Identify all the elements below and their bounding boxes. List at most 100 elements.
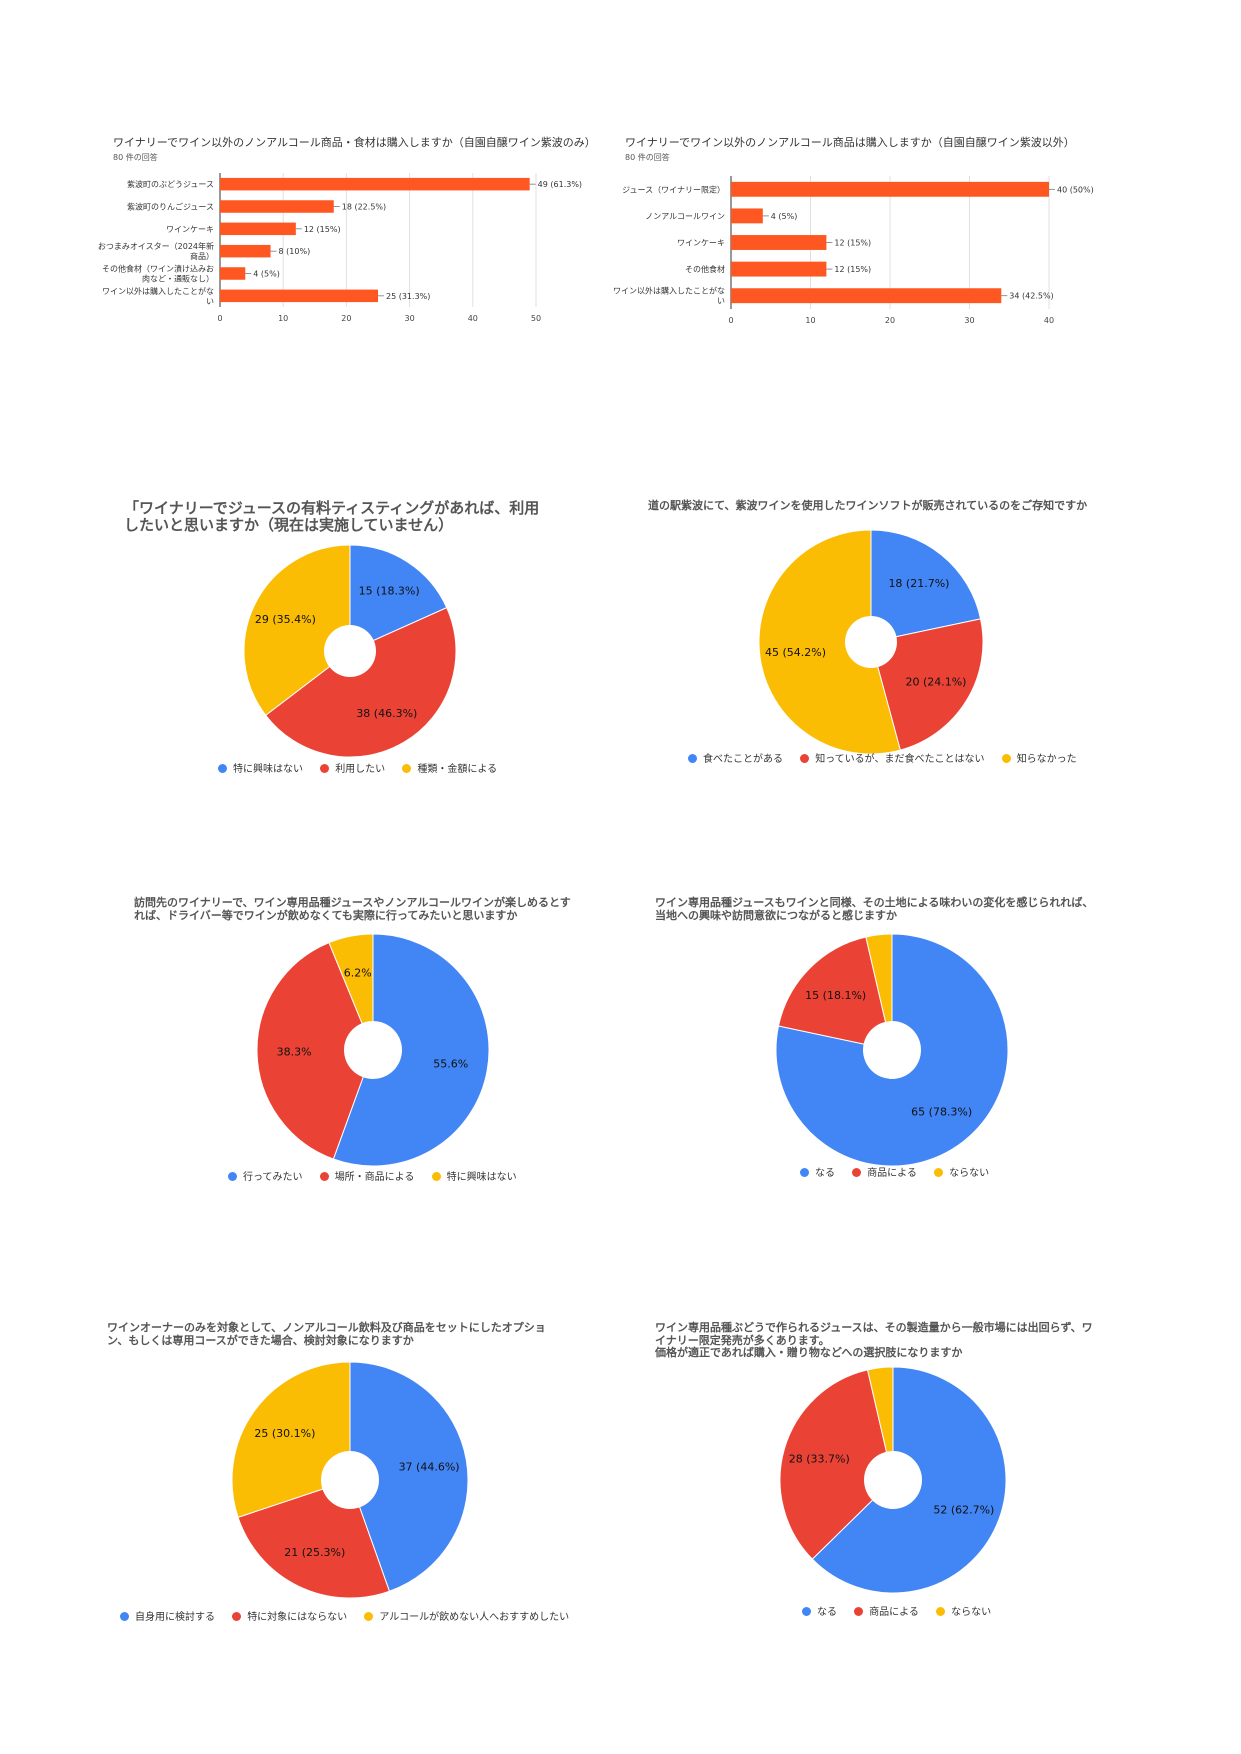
x-tick-label: 10: [278, 314, 288, 323]
pie-slice: [870, 529, 982, 643]
x-tick-label: 0: [728, 316, 733, 325]
slice-label: 29 (35.4%): [255, 613, 316, 626]
legend-item: 特に対象にはならない: [232, 1608, 347, 1623]
bar: [220, 222, 296, 236]
legend-item: なる: [800, 1164, 835, 1179]
slice-label: 45 (54.2%): [765, 646, 826, 659]
slice-label: 38 (46.3%): [356, 707, 417, 720]
pie-slice: [758, 529, 901, 755]
value-label: 8 (10%): [279, 247, 311, 256]
bar: [220, 267, 246, 280]
slice-label: 38.3%: [277, 1046, 312, 1059]
slice-label: 20 (24.1%): [905, 676, 966, 689]
value-label: 40 (50%): [1057, 185, 1094, 194]
pie5-legend: 自身用に検討する 特に対象にはならない アルコールが飲めない人へおすすめしたい: [120, 1608, 583, 1623]
x-tick-label: 20: [341, 314, 351, 323]
pie-4: 65 (78.3%) 15 (18.1%): [775, 933, 1009, 1167]
category-label: ワイン以外は購入したことがな: [613, 286, 725, 296]
pie4-legend: なる 商品による ならない: [800, 1164, 1003, 1179]
legend-item: 行ってみたい: [228, 1168, 303, 1183]
pie-slice: [264, 606, 457, 758]
legend-item: 知っているが、まだ食べたことはない: [800, 750, 985, 765]
value-label: 25 (31.3%): [386, 292, 430, 301]
category-label: 紫波町のりんごジュース: [127, 202, 214, 212]
pie4-title: ワイン専用品種ジュースもワインと同様、その土地による味わいの変化を感じられれば、…: [655, 896, 1094, 922]
value-label: 12 (15%): [834, 239, 871, 248]
pie2-legend: 食べたことがある 知っているが、まだ食べたことはない 知らなかった: [688, 750, 1091, 765]
legend-item: 特に興味はない: [218, 760, 303, 775]
pie5-title: ワインオーナーのみを対象として、ノンアルコール飲料及び商品をセットにしたオプショ…: [107, 1321, 546, 1347]
slice-label: 37 (44.6%): [399, 1460, 460, 1473]
pie6-legend: なる 商品による ならない: [802, 1603, 1005, 1618]
pie-slice: [777, 936, 893, 1051]
bar: [731, 208, 763, 224]
donut-hole: [344, 1021, 402, 1079]
bar2-subtitle: 80 件の回答: [625, 153, 670, 162]
slice-label: 52 (62.7%): [933, 1504, 994, 1517]
pie-slice: [349, 1361, 469, 1592]
legend-item: 利用したい: [320, 760, 385, 775]
x-tick-label: 10: [805, 316, 815, 325]
pie-slice: [231, 1361, 351, 1518]
category-label: おつまみオイスター（2024年新: [98, 241, 214, 251]
pie-3: 55.6% 38.3% 6.2%: [256, 933, 490, 1167]
bar: [220, 289, 378, 303]
legend-item: ならない: [936, 1603, 991, 1618]
pie6-title: ワイン専用品種ぶどうで作られるジュースは、その製造量から一般市場には出回らず、ワ…: [655, 1321, 1093, 1360]
donut-hole: [321, 1451, 379, 1509]
pie1-legend: 特に興味はない 利用したい 種類・金額による: [218, 760, 511, 775]
pie-slice: [256, 942, 374, 1160]
bar: [220, 244, 271, 258]
legend-item: 場所・商品による: [319, 1168, 414, 1183]
legend-item: アルコールが飲めない人へおすすめしたい: [364, 1608, 569, 1623]
donut-hole: [864, 1451, 922, 1509]
pie-slice: [865, 933, 893, 1051]
legend-item: 商品による: [852, 1164, 917, 1179]
donut-hole: [845, 616, 897, 668]
pie-slice: [870, 618, 984, 751]
value-label: 34 (42.5%): [1009, 292, 1053, 301]
category-label: ジュース（ワイナリー限定）: [622, 184, 725, 194]
category-label: 紫波町のぶどうジュース: [127, 179, 214, 189]
category-label: 肉など・通販なし）: [142, 274, 214, 284]
legend-item: 食べたことがある: [688, 750, 783, 765]
bar: [220, 177, 530, 191]
slice-label: 55.6%: [433, 1058, 468, 1071]
slice-label: 15 (18.3%): [359, 584, 420, 597]
legend-item: ならない: [934, 1164, 989, 1179]
category-label: その他食材: [685, 264, 725, 274]
legend-item: 知らなかった: [1001, 750, 1077, 765]
legend-item: 種類・金額による: [402, 760, 497, 775]
value-label: 12 (15%): [304, 225, 341, 234]
category-label: ワインケーキ: [677, 239, 725, 248]
pie3-title: 訪問先のワイナリーで、ワイン専用品種ジュースやノンアルコールワインが楽しめるとす…: [134, 896, 571, 922]
pie-slice: [243, 544, 351, 716]
pie-slice: [332, 933, 490, 1167]
category-label: ワイン以外は購入したことがな: [102, 286, 214, 296]
pie-slice: [237, 1479, 391, 1599]
value-label: 18 (22.5%): [342, 203, 386, 212]
pie-slice: [779, 1369, 894, 1560]
slice-label: 15 (18.1%): [805, 989, 866, 1002]
legend-item: 自身用に検討する: [120, 1608, 215, 1623]
slice-label: 25 (30.1%): [254, 1427, 315, 1440]
x-tick-label: 0: [217, 314, 222, 323]
slice-label: 21 (25.3%): [284, 1546, 345, 1559]
value-label: 49 (61.3%): [538, 180, 582, 189]
legend-item: 商品による: [854, 1603, 919, 1618]
slice-label: 18 (21.7%): [888, 577, 949, 590]
pie-slice: [328, 933, 374, 1051]
bar: [731, 235, 827, 250]
x-tick-label: 30: [405, 314, 415, 323]
pie-5: 37 (44.6%) 21 (25.3%) 25 (30.1%): [231, 1361, 469, 1599]
donut-hole: [863, 1021, 921, 1079]
pie-6: 52 (62.7%) 28 (33.7%): [779, 1366, 1007, 1594]
slice-label: 28 (33.7%): [789, 1452, 850, 1465]
category-label: い: [206, 297, 214, 306]
bar2-title: ワイナリーでワイン以外のノンアルコール商品は購入しますか（自園自醸ワイン紫波以外…: [625, 136, 1075, 149]
legend-item: なる: [802, 1603, 837, 1618]
category-label: ワインケーキ: [166, 225, 214, 234]
